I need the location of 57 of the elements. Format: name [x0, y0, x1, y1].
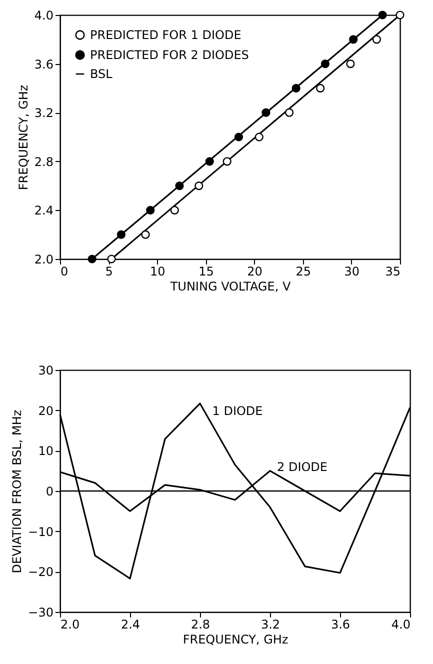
- legend-label: BSL: [90, 67, 113, 81]
- annotation: 1 DIODE: [212, 404, 263, 418]
- point: [378, 10, 387, 20]
- y-tick-label: 0: [46, 484, 54, 498]
- x-tick-label: 0: [60, 264, 68, 278]
- x-tick-label: 10: [150, 264, 166, 278]
- y-axis-title: FREQUENCY, GHz: [16, 84, 30, 190]
- point: [349, 35, 358, 44]
- y-tick-label: −30: [28, 606, 54, 620]
- x-axis-title: TUNING VOLTAGE, V: [169, 280, 292, 294]
- point: [262, 108, 270, 117]
- point: [205, 157, 214, 166]
- x-tick-label: 4.0: [391, 618, 410, 632]
- x-tick-label: 2.4: [120, 618, 140, 632]
- y-axis-title: DEVIATION FROM BSL, MHz: [10, 410, 24, 574]
- x-tick-label: 2.0: [60, 618, 80, 632]
- point: [320, 60, 330, 68]
- point: [372, 35, 381, 44]
- x-tick-label: 3.6: [330, 618, 350, 632]
- legend-label: PREDICTED FOR 2 DIODES: [90, 48, 249, 62]
- y-tick-label: 3.2: [34, 106, 54, 120]
- annotation: 2 DIODE: [277, 460, 328, 474]
- y-tick-label: 4.0: [34, 8, 54, 22]
- point: [194, 182, 204, 190]
- point: [284, 108, 294, 117]
- y-tick-label: −20: [28, 565, 54, 580]
- point: [346, 60, 355, 68]
- x-axis-title: FREQUENCY, GHz: [182, 632, 288, 646]
- point: [146, 206, 155, 214]
- point: [141, 230, 150, 239]
- y-tick-label: 10: [38, 444, 54, 458]
- y-tick-label: 3.6: [34, 57, 54, 72]
- x-tick-label: 3.2: [260, 618, 280, 632]
- x-tick-label: 35: [385, 264, 400, 278]
- x-tick-label: 5: [105, 264, 113, 278]
- point: [222, 157, 232, 166]
- y-tick-label: −10: [28, 524, 54, 539]
- point: [88, 254, 96, 264]
- point: [292, 84, 300, 92]
- legend-label: PREDICTED FOR 1 DIODE: [90, 28, 242, 42]
- point: [254, 132, 264, 142]
- point: [396, 10, 404, 20]
- y-tick-label: 2.0: [34, 252, 54, 266]
- point: [116, 230, 126, 239]
- x-tick-label: 30: [344, 264, 360, 278]
- y-tick-label: 30: [38, 364, 54, 378]
- x-tick-label: 2.8: [190, 618, 210, 632]
- y-tick-label: 2.4: [34, 204, 54, 218]
- y-tick-label: 2.8: [34, 154, 54, 169]
- point: [170, 206, 179, 214]
- x-tick-label: 25: [296, 264, 311, 278]
- point: [316, 84, 325, 92]
- point: [234, 132, 244, 142]
- y-tick-label: 20: [38, 404, 54, 418]
- x-tick-label: 20: [247, 264, 262, 278]
- point: [175, 182, 184, 190]
- x-tick-label: 15: [198, 264, 214, 278]
